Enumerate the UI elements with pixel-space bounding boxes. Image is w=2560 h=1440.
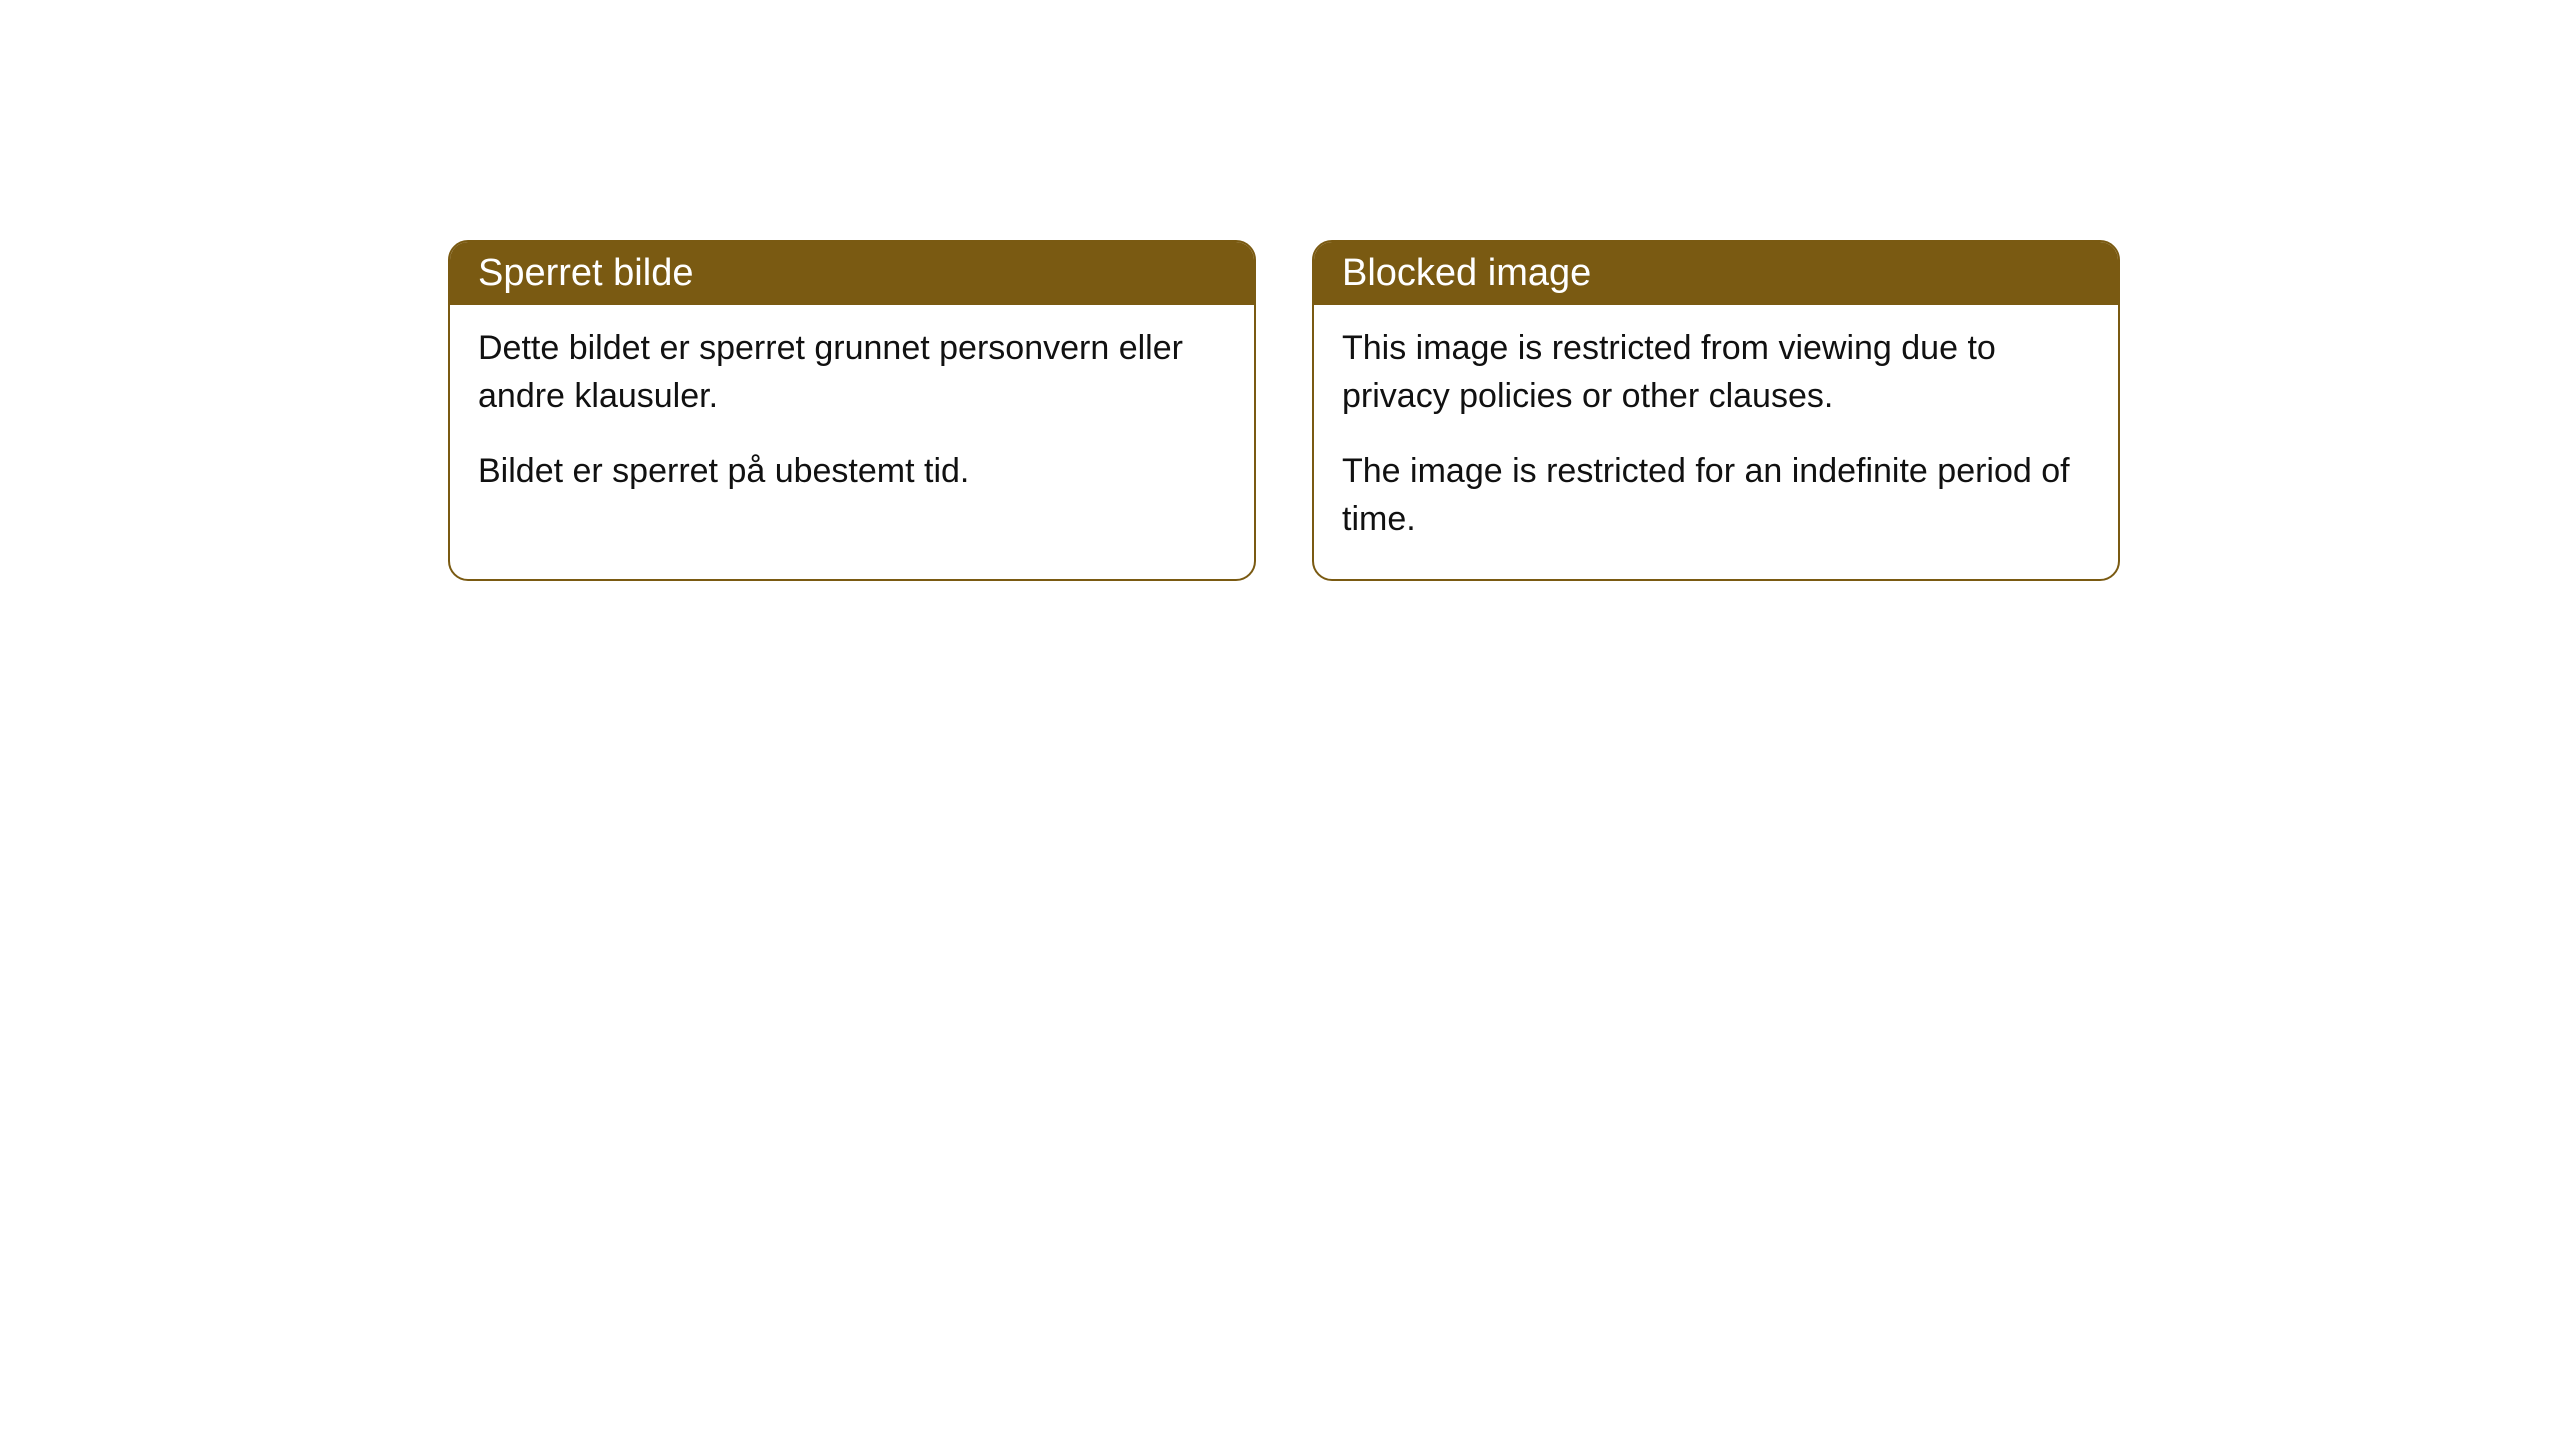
card-body-en: This image is restricted from viewing du… <box>1314 305 2118 579</box>
blocked-image-card-no: Sperret bilde Dette bildet er sperret gr… <box>448 240 1256 581</box>
card-body-no: Dette bildet er sperret grunnet personve… <box>450 305 1254 532</box>
card-title-en: Blocked image <box>1342 252 1591 294</box>
card-paragraph-en-1: This image is restricted from viewing du… <box>1342 325 2090 420</box>
card-title-no: Sperret bilde <box>478 252 693 294</box>
card-paragraph-en-2: The image is restricted for an indefinit… <box>1342 448 2090 543</box>
card-header-en: Blocked image <box>1314 242 2118 305</box>
cards-container: Sperret bilde Dette bildet er sperret gr… <box>448 240 2120 581</box>
card-paragraph-no-2: Bildet er sperret på ubestemt tid. <box>478 448 1226 496</box>
card-paragraph-no-1: Dette bildet er sperret grunnet personve… <box>478 325 1226 420</box>
blocked-image-card-en: Blocked image This image is restricted f… <box>1312 240 2120 581</box>
card-header-no: Sperret bilde <box>450 242 1254 305</box>
